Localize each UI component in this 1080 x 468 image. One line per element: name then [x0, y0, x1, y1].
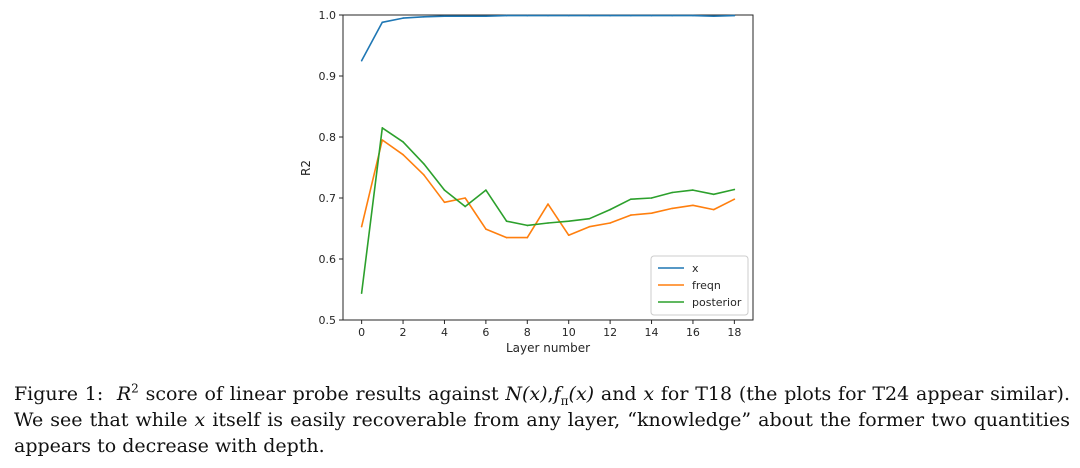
x-axis-ticks: 0 2 4 6 8 10 12 14 16 18: [358, 320, 741, 339]
y-tick-label: 0.8: [319, 131, 337, 144]
data-point-freqn: [381, 139, 384, 141]
data-point-posterior: [650, 197, 653, 199]
data-point-freqn: [588, 225, 591, 228]
x-tick-label: 6: [482, 326, 489, 339]
data-point-x: [588, 14, 591, 17]
legend-label-freqn: freqn: [692, 279, 721, 292]
caption-text-1: score of linear probe results against: [138, 383, 506, 405]
data-point-x: [692, 14, 694, 17]
data-point-posterior: [422, 163, 425, 165]
caption-f: f: [553, 383, 561, 405]
data-point-freqn: [526, 236, 529, 239]
data-point-freqn: [443, 201, 446, 204]
data-point-x: [609, 14, 611, 17]
data-point-posterior: [505, 220, 508, 222]
data-point-freqn: [464, 197, 466, 199]
x-tick-label: 18: [727, 326, 741, 339]
data-point-posterior: [526, 224, 529, 227]
data-point-x: [733, 14, 736, 17]
data-point-freqn: [609, 222, 611, 224]
legend-label-x: x: [692, 262, 699, 275]
data-point-freqn: [630, 214, 632, 216]
data-point-x: [381, 21, 384, 24]
data-point-posterior: [547, 222, 549, 224]
data-point-posterior: [588, 217, 591, 220]
caption-x-2: x: [194, 409, 206, 431]
data-point-x: [360, 59, 363, 62]
data-point-x: [422, 16, 425, 18]
data-point-freqn: [505, 236, 508, 239]
caption-f-sub: π: [560, 393, 569, 408]
y-tick-label: 0.6: [319, 253, 337, 266]
data-point-posterior: [443, 189, 446, 191]
x-tick-label: 4: [441, 326, 448, 339]
caption-and: and: [594, 383, 644, 405]
data-point-posterior: [567, 220, 570, 222]
caption-text-2: for T18 (the plots for T24 appear simila…: [14, 383, 1070, 431]
x-tick-label: 12: [603, 326, 617, 339]
y-axis-ticks: 0.5 0.6 0.7 0.8 0.9 1.0: [319, 9, 343, 327]
legend-box: [650, 255, 749, 316]
data-point-posterior: [630, 198, 632, 201]
figure-caption: Figure 1: R2 score of linear probe resul…: [14, 381, 1070, 459]
data-point-freqn: [485, 228, 487, 230]
caption-fx-arg: (x): [568, 383, 595, 405]
caption-r2-sup: 2: [131, 381, 139, 396]
data-point-x: [464, 15, 466, 18]
data-point-freqn: [422, 174, 425, 176]
data-point-posterior: [485, 189, 487, 191]
data-point-posterior: [464, 205, 466, 208]
data-point-x: [712, 15, 715, 18]
line-chart: 0 2 4 6 8 10 12 14 16 18 0.5 0.6 0.7 0.8 0.9 1.0 Layer…: [299, 9, 754, 355]
caption-text-3: itself is easily recoverable from any la…: [14, 409, 1070, 457]
data-point-posterior: [692, 189, 694, 191]
y-tick-label: 0.9: [319, 70, 337, 83]
data-point-x: [526, 14, 529, 17]
data-point-posterior: [609, 208, 611, 211]
caption-label: Figure 1:: [14, 383, 104, 405]
legend-label-posterior: posterior: [692, 296, 742, 309]
x-tick-label: 2: [400, 326, 407, 339]
x-tick-label: 0: [358, 326, 365, 339]
legend: x freqn posterior: [650, 255, 749, 316]
y-axis-label: R2: [299, 160, 313, 176]
caption-x-1: x: [643, 383, 655, 405]
data-point-freqn: [671, 207, 674, 210]
data-point-x: [505, 14, 508, 17]
data-point-posterior: [671, 191, 674, 194]
data-point-posterior: [381, 127, 384, 129]
x-tick-label: 14: [645, 326, 659, 339]
data-point-x: [402, 17, 404, 19]
data-point-freqn: [733, 198, 736, 201]
data-point-freqn: [360, 225, 363, 228]
y-tick-label: 0.5: [319, 314, 337, 327]
data-point-freqn: [567, 234, 570, 237]
data-point-x: [485, 15, 487, 18]
caption-r2-symbol: R: [116, 383, 132, 405]
y-tick-label: 0.7: [319, 192, 337, 205]
data-point-x: [567, 14, 570, 17]
data-point-freqn: [712, 208, 715, 211]
y-tick-label: 1.0: [319, 9, 337, 22]
x-tick-label: 16: [686, 326, 700, 339]
data-point-x: [630, 14, 632, 17]
series-layer: [360, 14, 736, 294]
caption-comma: ,: [547, 383, 554, 405]
data-point-freqn: [402, 153, 404, 156]
data-point-posterior: [733, 188, 736, 191]
data-point-freqn: [650, 212, 653, 215]
data-point-x: [443, 15, 446, 18]
data-point-x: [671, 14, 674, 17]
data-point-x: [650, 14, 653, 17]
data-point-freqn: [547, 203, 549, 205]
data-point-x: [547, 14, 549, 17]
x-tick-label: 8: [524, 326, 531, 339]
data-point-posterior: [402, 141, 404, 143]
data-point-freqn: [692, 204, 694, 207]
x-tick-label: 10: [562, 326, 576, 339]
data-point-posterior: [712, 193, 715, 196]
data-point-posterior: [360, 292, 363, 294]
x-axis-label: Layer number: [506, 341, 590, 355]
caption-nx: N(x): [505, 383, 548, 405]
